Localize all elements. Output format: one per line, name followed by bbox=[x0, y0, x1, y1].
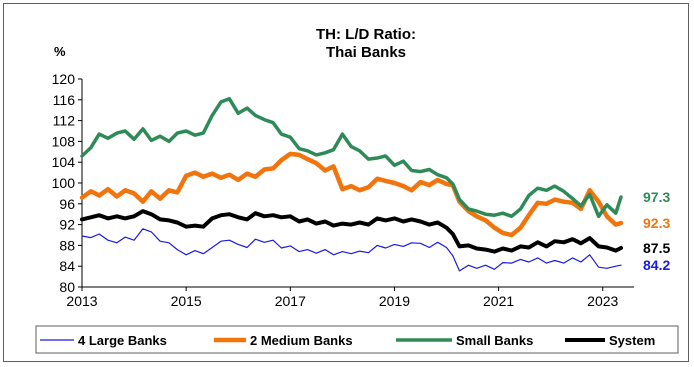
x-tick-label: 2013 bbox=[66, 293, 97, 309]
y-tick-label: 84 bbox=[59, 258, 75, 274]
y-tick-label: 80 bbox=[59, 279, 75, 295]
chart-title-line-1: TH: L/D Ratio: bbox=[316, 26, 416, 43]
end-value-label: 97.3 bbox=[643, 189, 670, 205]
y-tick-label: 96 bbox=[59, 196, 75, 212]
end-value-label: 87.5 bbox=[643, 240, 670, 256]
x-tick-label: 2023 bbox=[587, 293, 618, 309]
y-tick-label: 92 bbox=[59, 217, 75, 233]
y-tick-label: 108 bbox=[52, 133, 76, 149]
end-value-label: 84.2 bbox=[643, 257, 670, 273]
y-tick-label: 104 bbox=[52, 154, 76, 170]
chart-title-line-2: Thai Banks bbox=[326, 44, 406, 61]
legend: 4 Large Banks 2 Medium Banks Small Banks Sy… bbox=[35, 325, 679, 354]
series-line-2-medium-banks bbox=[79, 151, 624, 238]
legend-label: 2 Medium Banks bbox=[250, 333, 353, 348]
end-value-label: 92.3 bbox=[643, 215, 670, 231]
y-tick-label: 120 bbox=[52, 71, 76, 87]
legend-label: System bbox=[609, 333, 655, 348]
series-line-4-large-banks bbox=[81, 228, 622, 272]
series-line-small-banks bbox=[80, 97, 623, 219]
chart-frame bbox=[3, 3, 689, 362]
x-tick-label: 2017 bbox=[275, 293, 306, 309]
x-tick-label: 2019 bbox=[379, 293, 410, 309]
y-axis-unit-label: % bbox=[54, 44, 66, 59]
x-tick-label: 2021 bbox=[483, 293, 514, 309]
legend-label: Small Banks bbox=[456, 333, 533, 348]
y-tick-label: 116 bbox=[53, 92, 76, 108]
x-tick-label: 2015 bbox=[171, 293, 202, 309]
y-tick-label: 88 bbox=[59, 237, 75, 253]
y-tick-label: 100 bbox=[52, 175, 76, 191]
legend-label: 4 Large Banks bbox=[78, 333, 167, 348]
y-tick-label: 112 bbox=[53, 113, 76, 129]
plot-area: 80 84 88 92 96 100 104 108 112 116 120 2013 2015 2017… bbox=[52, 71, 671, 309]
series-line-system bbox=[80, 209, 623, 254]
